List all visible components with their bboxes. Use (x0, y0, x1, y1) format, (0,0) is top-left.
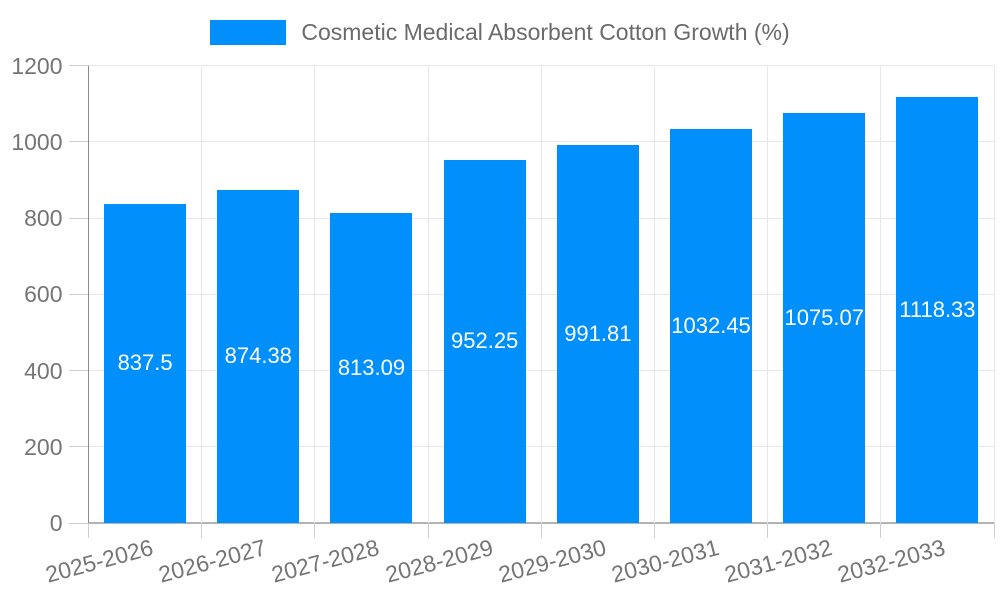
x-gridline (767, 65, 769, 523)
x-gridline (540, 65, 542, 523)
legend-label: Cosmetic Medical Absorbent Cotton Growth… (301, 18, 790, 45)
x-gridline (427, 65, 429, 523)
x-gridline (201, 65, 203, 523)
y-tick (68, 446, 89, 448)
bar[interactable] (896, 96, 979, 523)
x-gridline (314, 65, 316, 523)
y-tick (68, 217, 89, 219)
x-tick (201, 523, 203, 538)
y-axis-line (87, 65, 90, 530)
x-tick (653, 523, 655, 538)
y-tick-label: 1200 (11, 52, 63, 79)
x-tick (314, 523, 316, 538)
y-tick-label: 1000 (11, 128, 63, 155)
x-gridline (653, 65, 655, 523)
x-tick (767, 523, 769, 538)
x-tick (540, 523, 542, 538)
bar[interactable] (443, 159, 526, 523)
x-tick-label: 2025-2026 (42, 534, 156, 588)
x-tick (427, 523, 429, 538)
x-tick-label: 2031-2032 (721, 534, 835, 588)
x-tick-label: 2032-2033 (835, 534, 949, 588)
y-tick (68, 65, 89, 66)
x-tick-label: 2030-2031 (608, 534, 722, 588)
y-tick-label: 400 (24, 357, 63, 384)
bar[interactable] (217, 189, 300, 523)
bar[interactable] (330, 213, 413, 523)
y-tick-label: 600 (24, 281, 63, 308)
x-tick (993, 523, 995, 538)
y-tick-label: 200 (24, 433, 63, 460)
legend[interactable]: Cosmetic Medical Absorbent Cotton Growth… (0, 14, 1000, 50)
x-tick (880, 523, 882, 538)
x-gridline (880, 65, 882, 523)
y-tick (68, 141, 89, 143)
y-tick-label: 0 (49, 510, 63, 536)
y-tick (68, 370, 89, 371)
y-tick (68, 522, 89, 524)
x-tick-label: 2028-2029 (382, 534, 496, 588)
x-tick-label: 2027-2028 (269, 534, 383, 588)
bar[interactable] (556, 144, 639, 523)
x-gridline (993, 65, 995, 523)
bar[interactable] (670, 129, 753, 523)
bar[interactable] (783, 113, 866, 523)
bar[interactable] (104, 203, 187, 523)
y-tick (68, 293, 89, 295)
x-tick (88, 523, 89, 538)
legend-swatch (210, 19, 287, 45)
x-tick-label: 2026-2027 (156, 534, 270, 588)
y-tick-label: 800 (24, 205, 63, 231)
x-tick-label: 2029-2030 (495, 534, 609, 588)
